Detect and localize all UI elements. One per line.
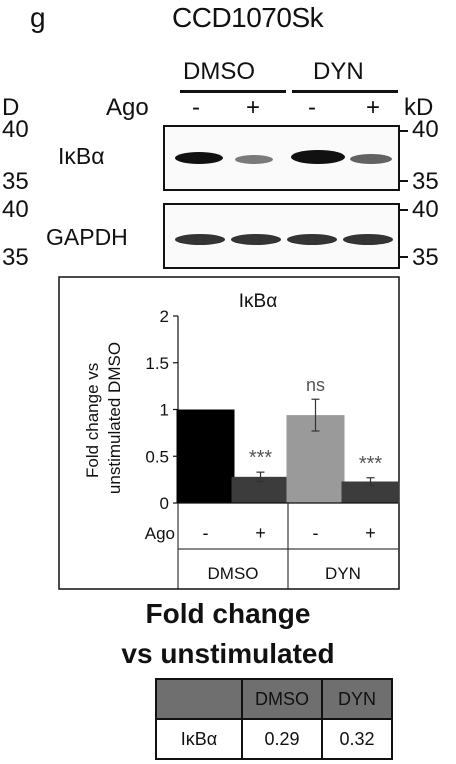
chart-ago-label: Ago [145,524,175,543]
y-tick-label: 1 [160,401,169,420]
chart-group-dmso: DMSO [208,564,259,583]
right-unit-label: kD [404,94,434,121]
bar-1 [176,409,235,503]
blot-lane1-sign: - [192,94,200,121]
y-ticks: 0 0.5 1 1.5 2 [145,307,178,513]
blot-group-dmso: DMSO [183,58,255,85]
summary-table: DMSO DYN IκBα 0.29 0.32 [155,678,393,760]
bar-annotation-2: *** [249,447,273,469]
summary-value-dyn: 0.32 [321,718,393,760]
ikba-blot-label: IκBα [58,143,105,169]
gapdh-band-lane4 [343,234,393,245]
chart-group-dyn: DYN [325,564,361,583]
x-signs: - + - + [203,523,376,543]
blot-ago-label: Ago [106,94,149,121]
bars-group: *** ns *** [176,375,400,503]
chart-title: IκBα [239,291,277,312]
bar-4 [341,481,400,503]
chart-frame [58,276,400,590]
summary-header-blank [155,678,243,720]
y-tick-label: 0.5 [145,447,169,466]
ikba-band-lane1 [175,152,223,164]
dmso-group-underline [180,90,286,93]
blot-group-dyn: DYN [313,58,364,85]
gapdh-band-lane1 [175,234,225,245]
blot-lane3-sign: - [308,94,316,121]
left-unit-label: D [2,94,20,121]
x-sign-2: + [255,523,266,543]
ikba-left-mw-bottom: 35 [2,168,29,195]
ikba-right-mw-top: 40 [412,116,439,143]
ikba-left-mw-top: 40 [2,116,29,143]
gapdh-right-tick-bottom [398,256,408,258]
summary-value-dmso: 0.29 [241,718,323,760]
summary-row-label: IκBα [155,718,243,760]
gapdh-left-mw-top: 40 [2,196,29,223]
x-sign-4: + [365,523,376,543]
gapdh-band-lane2 [231,234,281,245]
gapdh-left-mw-bottom: 35 [2,244,29,271]
panel-letter: g [30,2,46,33]
summary-row: IκBα 0.29 0.32 [155,718,393,760]
summary-title-line2: vs unstimulated [121,638,335,669]
summary-title-line1: Fold change [145,598,311,629]
ikba-band-lane3 [291,150,345,164]
cell-line-title: CCD1070Sk [172,2,324,33]
gapdh-right-tick-top [398,209,408,211]
ikba-right-tick-top [398,130,408,132]
ikba-blot [163,125,400,191]
ikba-band-lane4 [350,154,392,164]
chart-ylabel-line2: unstimulated DMSO [105,342,124,494]
gapdh-blot [163,203,400,269]
y-tick-label: 1.5 [145,354,169,373]
blot-lane2-sign: + [246,94,261,121]
chart-ylabel-line1: Fold change vs [83,363,102,478]
y-tick-label: 0 [160,494,169,513]
bar-annotation-4: *** [359,453,383,475]
summary-header-row: DMSO DYN [155,678,393,720]
chart-ylabel: Fold change vs unstimulated DMSO [83,342,124,494]
blot-lane4-sign: + [366,94,381,121]
gapdh-right-mw-bottom: 35 [412,244,439,271]
ikba-band-lane2 [235,155,273,164]
x-sign-3: - [313,523,319,543]
gapdh-right-mw-top: 40 [412,196,439,223]
x-sign-1: - [203,523,209,543]
ikba-right-mw-bottom: 35 [412,168,439,195]
ikba-right-tick-bottom [398,180,408,182]
summary-header-dyn: DYN [321,678,393,720]
summary-header-dmso: DMSO [241,678,323,720]
gapdh-blot-label: GAPDH [46,224,128,250]
dyn-group-underline [292,90,398,93]
y-tick-label: 2 [160,307,169,326]
gapdh-band-lane3 [287,234,337,245]
bar-annotation-3: ns [306,375,325,395]
